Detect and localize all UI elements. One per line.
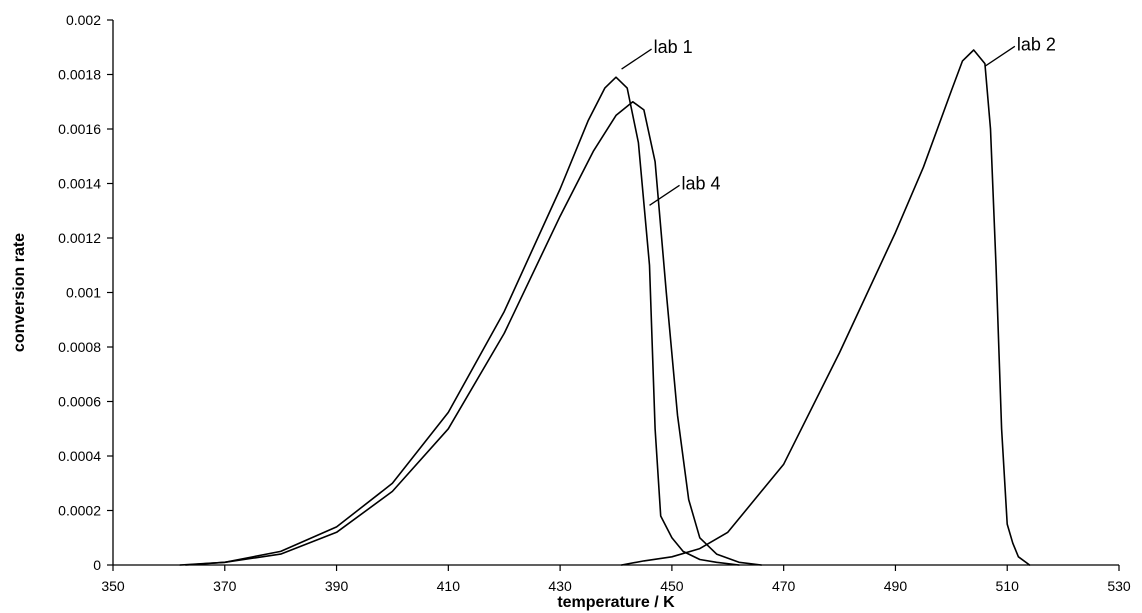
y-tick-label: 0 [93,557,101,573]
y-tick-label: 0.0002 [58,503,101,519]
series-lab-2: lab 2 [620,34,1056,566]
y-tick-label: 0.0018 [58,67,101,83]
label-leader-line [984,45,1016,67]
y-tick-label: 0.0014 [58,176,101,192]
axis-ticks: 0 0.0002 0.0004 0.0006 0.0008 0.001 0.0012 0.00… [58,12,1131,594]
x-tick-label: 530 [1107,578,1131,594]
label-leader-line [621,48,652,70]
series-lab-4: lab 4 [184,101,763,566]
x-axis-title: temperature / K [557,594,675,611]
series-group: lab 1 lab 4 lab 2 [179,34,1056,566]
x-tick-label: 390 [325,578,349,594]
x-tick-label: 350 [101,578,125,594]
y-tick-label: 0.0016 [58,121,101,137]
series-line [179,76,740,566]
series-label: lab 2 [1017,34,1056,54]
label-leader-line [649,184,680,206]
x-tick-label: 370 [213,578,237,594]
y-tick-label: 0.0006 [58,394,101,410]
y-tick-label: 0.0008 [58,339,101,355]
x-tick-label: 450 [660,578,684,594]
y-tick-label: 0.002 [66,12,101,28]
y-tick-label: 0.0004 [58,448,101,464]
series-label: lab 4 [682,173,721,193]
x-tick-label: 430 [548,578,572,594]
x-tick-label: 490 [884,578,908,594]
series-lab-1: lab 1 [179,37,740,566]
x-tick-label: 510 [996,578,1020,594]
y-tick-label: 0.0012 [58,230,101,246]
series-line [620,49,1031,566]
x-tick-label: 470 [772,578,796,594]
y-tick-label: 0.001 [66,285,101,301]
series-line [184,101,763,566]
plot-area [112,20,1119,566]
y-axis-title: conversion rate [11,233,28,352]
series-label: lab 1 [654,37,693,57]
x-tick-label: 410 [437,578,461,594]
